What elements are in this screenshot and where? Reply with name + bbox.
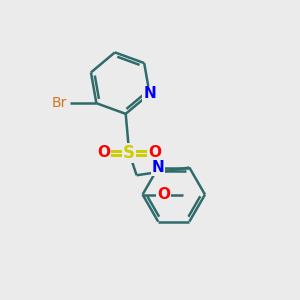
- Text: N: N: [152, 160, 164, 175]
- Text: O: O: [98, 146, 110, 160]
- Text: S: S: [123, 144, 135, 162]
- Text: O: O: [157, 187, 170, 202]
- Text: Br: Br: [51, 96, 67, 110]
- Text: N: N: [143, 86, 156, 101]
- Text: O: O: [148, 146, 161, 160]
